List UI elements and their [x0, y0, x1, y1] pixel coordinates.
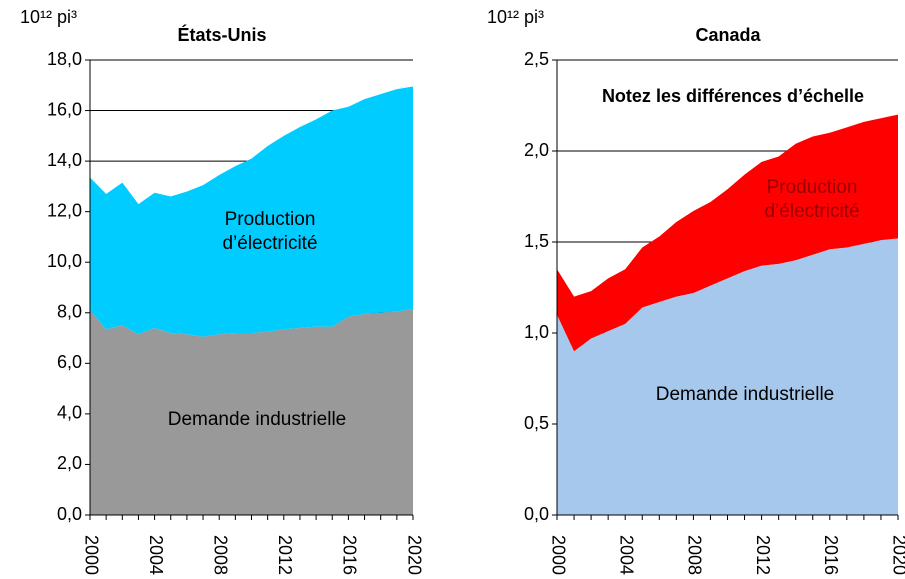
- y-tick-label: 2,5: [524, 49, 549, 69]
- y-tick-label: 2,0: [524, 140, 549, 160]
- y-tick-label: 0,0: [524, 504, 549, 524]
- y-tick-label: 0,5: [524, 413, 549, 433]
- x-tick-label: 2020: [404, 535, 424, 575]
- y-unit: 10¹² pi³: [487, 7, 544, 27]
- x-tick-label: 2004: [616, 535, 636, 575]
- y-tick-label: 10,0: [47, 251, 82, 271]
- y-tick-label: 4,0: [57, 403, 82, 423]
- y-tick-label: 2,0: [57, 453, 82, 473]
- x-tick-label: 2016: [821, 535, 841, 575]
- y-tick-label: 16,0: [47, 99, 82, 119]
- x-tick-label: 2016: [340, 535, 360, 575]
- annotation: Notez les différences d’échelle: [602, 86, 864, 106]
- series-label: Demande industrielle: [655, 384, 835, 405]
- area: [90, 86, 413, 337]
- x-tick-label: 2020: [889, 535, 905, 575]
- y-unit: 10¹² pi³: [20, 7, 77, 27]
- y-tick-label: 14,0: [47, 150, 82, 170]
- x-tick-label: 2012: [275, 535, 295, 575]
- area: [557, 114, 898, 352]
- x-tick-label: 2004: [146, 535, 166, 575]
- chart-title: Canada: [695, 25, 761, 45]
- y-tick-label: 12,0: [47, 200, 82, 220]
- y-tick-label: 1,5: [524, 231, 549, 251]
- series-label: Production d’électricité: [764, 177, 860, 222]
- x-tick-label: 2000: [81, 535, 101, 575]
- series-label: Production d’électricité: [222, 209, 318, 254]
- area: [557, 238, 898, 516]
- x-tick-label: 2008: [210, 535, 230, 575]
- area: [90, 308, 413, 515]
- x-tick-label: 2012: [753, 535, 773, 575]
- chart-title: États-Unis: [177, 24, 266, 45]
- y-tick-label: 6,0: [57, 352, 82, 372]
- y-tick-label: 8,0: [57, 302, 82, 322]
- x-tick-label: 2000: [548, 535, 568, 575]
- y-tick-label: 18,0: [47, 49, 82, 69]
- x-tick-label: 2008: [685, 535, 705, 575]
- series-label: Demande industrielle: [167, 409, 347, 430]
- y-tick-label: 0,0: [57, 504, 82, 524]
- y-tick-label: 1,0: [524, 322, 549, 342]
